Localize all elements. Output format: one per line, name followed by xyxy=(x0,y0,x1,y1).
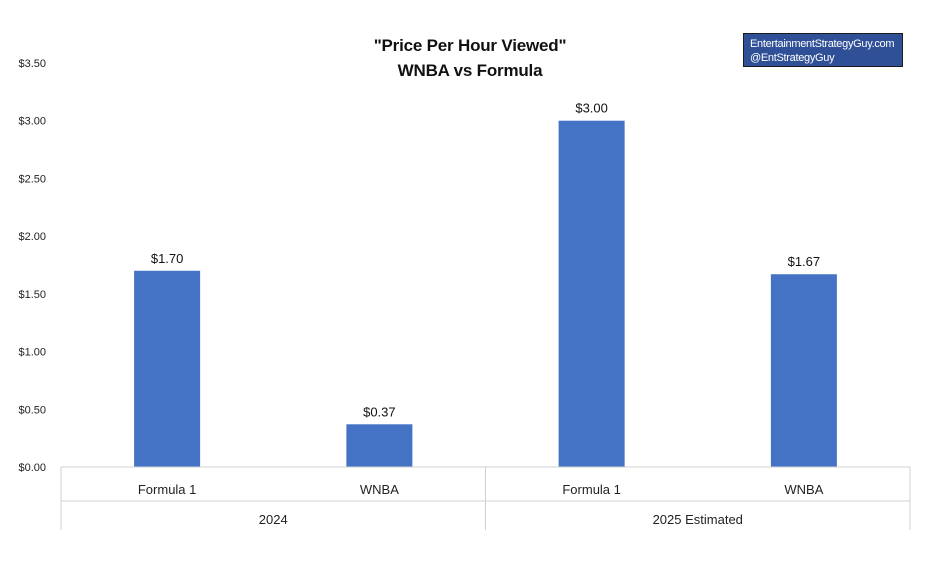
y-tick-label: $0.00 xyxy=(18,462,46,474)
bar-value-label: $1.67 xyxy=(788,254,821,269)
watermark-handle: @EntStrategyGuy xyxy=(750,52,835,64)
bars xyxy=(134,120,837,467)
watermark-site: EntertainmentStrategyGuy.com xyxy=(750,38,895,50)
x-category-label: WNBA xyxy=(360,482,399,497)
x-category-label: WNBA xyxy=(784,482,823,497)
bar-value-label: $1.70 xyxy=(151,251,184,266)
chart-title-line-2: WNBA vs Formula xyxy=(397,61,543,80)
bar xyxy=(770,274,837,467)
bar-value-label: $3.00 xyxy=(575,101,608,116)
x-group-label: 2024 xyxy=(259,512,288,527)
y-tick-label: $3.50 xyxy=(18,58,46,70)
x-axis: Formula 1 WNBA Formula 1 WNBA 2024 2025 Estim… xyxy=(60,466,911,530)
y-tick-label: $2.50 xyxy=(18,173,46,185)
bar-data-labels: $1.70 $0.37 $3.00 $1.67 xyxy=(151,101,820,420)
bar xyxy=(558,120,625,467)
y-tick-label: $0.50 xyxy=(18,404,46,416)
chart-title-line-1: "Price Per Hour Viewed" xyxy=(373,36,567,55)
y-axis-tick-labels: $0.00 $0.50 $1.00 $1.50 $2.00 $2.50 $3.00 $3.50 xyxy=(18,58,46,474)
watermark-badge: EntertainmentStrategyGuy.com @EntStrateg… xyxy=(743,33,903,67)
bar xyxy=(346,424,413,467)
bar-value-label: $0.37 xyxy=(363,404,396,419)
x-category-label: Formula 1 xyxy=(138,482,197,497)
x-group-label: 2025 Estimated xyxy=(653,512,743,527)
y-tick-label: $1.50 xyxy=(18,289,46,301)
y-tick-label: $1.00 xyxy=(18,347,46,359)
x-category-label: Formula 1 xyxy=(562,482,621,497)
y-tick-label: $2.00 xyxy=(18,231,46,243)
y-tick-label: $3.00 xyxy=(18,116,46,128)
bar xyxy=(134,270,201,467)
